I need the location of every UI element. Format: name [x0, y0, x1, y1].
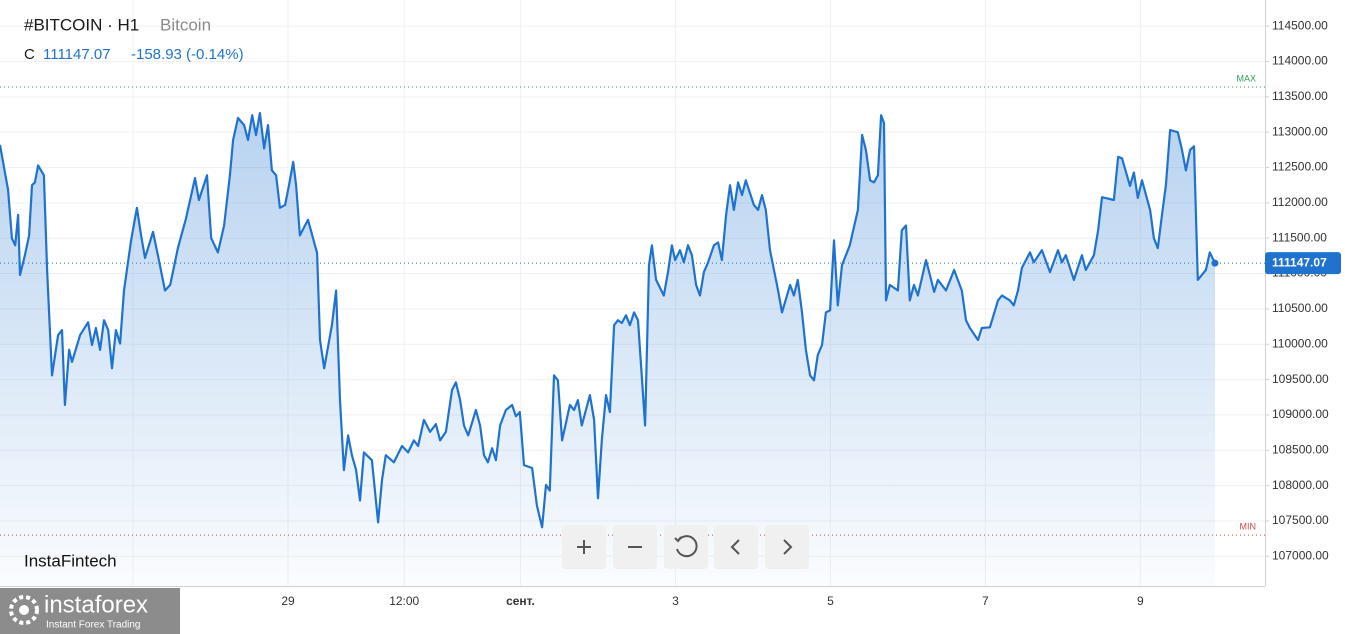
max-line-label: MAX: [1236, 73, 1256, 83]
y-tick-label: 107000.00: [1272, 548, 1329, 562]
min-line-label: MIN: [1240, 521, 1257, 531]
x-tick-label: 12:00: [389, 594, 419, 608]
x-tick-label: 5: [827, 594, 834, 608]
y-tick-label: 112000.00: [1272, 195, 1328, 209]
last-point: [1211, 259, 1219, 267]
y-tick-label: 108500.00: [1272, 442, 1329, 456]
last-price-tag-label: 111147.07: [1272, 255, 1327, 269]
logo: instaforex Instant Forex Trading: [0, 588, 180, 634]
logo-name: instaforex: [44, 591, 148, 618]
price-change: -158.93 (-0.14%): [131, 46, 244, 63]
zoom-out-button[interactable]: [613, 525, 657, 569]
last-price-tag: [1265, 252, 1341, 275]
price-label: C: [24, 46, 35, 63]
scroll-right-icon: [783, 539, 793, 555]
y-tick-label: 109000.00: [1272, 407, 1329, 421]
plot-area: [0, 86, 1265, 586]
x-tick-label: 3: [672, 594, 679, 608]
y-tick-label: 110500.00: [1272, 301, 1328, 315]
x-tick-label: 29: [281, 594, 295, 608]
zoom-in-icon: [577, 540, 591, 554]
price-line: [0, 112, 1216, 529]
reset-icon: [674, 535, 698, 558]
brand: InstaFintech: [24, 551, 117, 570]
last-price: 111147.07: [43, 46, 111, 63]
area: [0, 113, 1215, 586]
y-tick-label: 114500.00: [1272, 18, 1328, 32]
y-tick-label: 110000.00: [1272, 336, 1328, 350]
logo-icon: [9, 595, 39, 625]
scroll-left-button[interactable]: [714, 525, 758, 569]
reset-button[interactable]: [664, 525, 708, 569]
chart-subtitle: Bitcoin: [160, 15, 211, 34]
y-tick-label: 109500.00: [1272, 372, 1329, 386]
y-tick-label: 107500.00: [1272, 513, 1329, 527]
zoom-in-button[interactable]: [562, 525, 606, 569]
y-tick-label: 113000.00: [1272, 124, 1328, 138]
logo-tagline: Instant Forex Trading: [46, 620, 141, 631]
y-tick-label: 114000.00: [1272, 54, 1328, 68]
y-tick-label: 108000.00: [1272, 478, 1329, 492]
logo-icon-core: [19, 605, 29, 615]
chart-title: #BITCOIN · H1: [24, 15, 139, 34]
scroll-left-icon: [730, 539, 740, 555]
y-tick-label: 111500.00: [1272, 230, 1327, 244]
logo-background: [0, 588, 180, 634]
y-tick-label: 113500.00: [1272, 89, 1328, 103]
x-tick-label: 7: [982, 594, 989, 608]
zoom-out-icon: [628, 546, 642, 548]
y-tick-label: 112500.00: [1272, 160, 1328, 174]
x-tick-label: 9: [1137, 594, 1144, 608]
x-tick-label: сент.: [506, 594, 535, 608]
scroll-right-button[interactable]: [765, 525, 809, 569]
